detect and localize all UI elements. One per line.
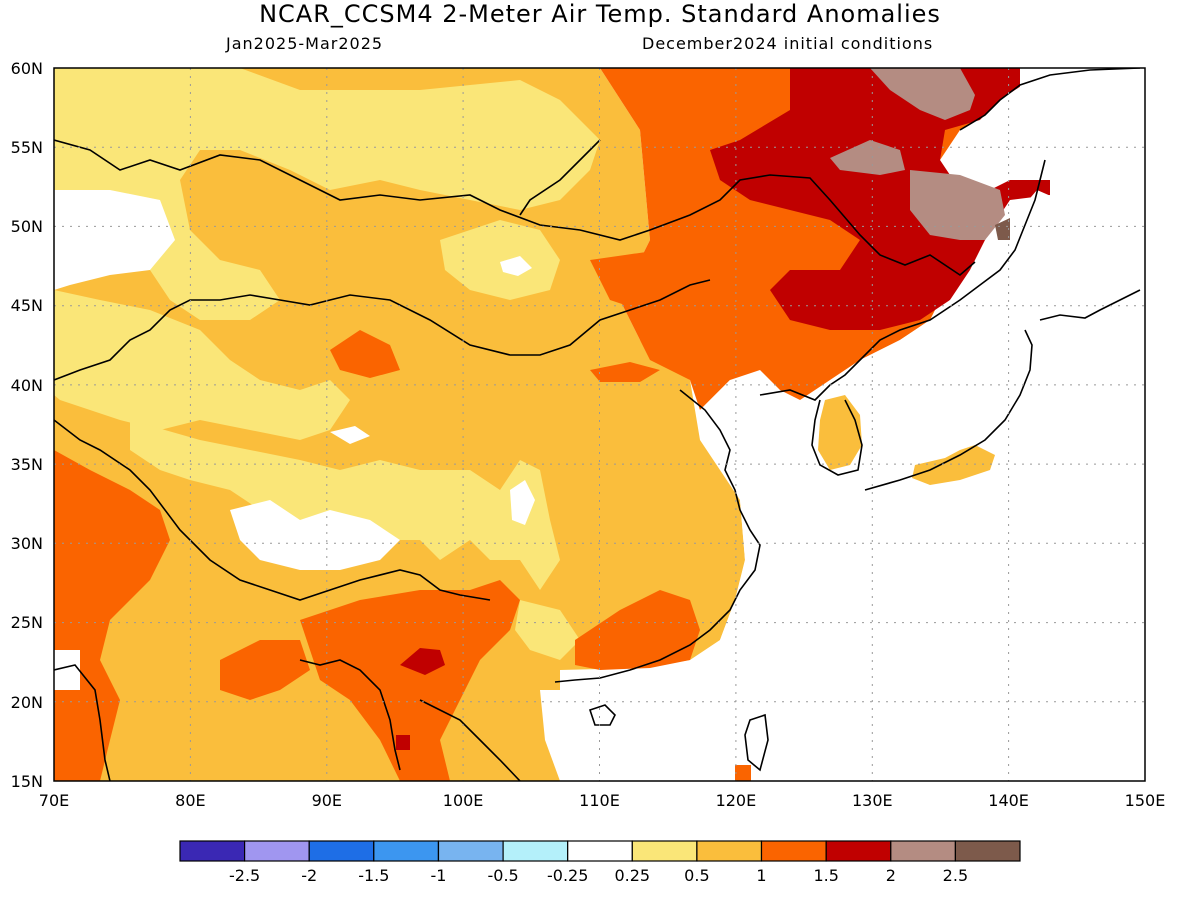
forecast-period: Jan2025-Mar2025 <box>226 34 384 53</box>
anomaly-region-0.25-0.5-tibet <box>130 420 560 590</box>
anomaly-region-2-2.5 <box>870 68 975 120</box>
colorbar-swatch <box>308 840 375 862</box>
anomaly-region-1-1.5-yellow-sea <box>590 362 660 382</box>
lon-tick-label: 90E <box>312 791 342 810</box>
anomaly-region-1-1.5-india <box>54 450 170 781</box>
lat-tick-label: 25N <box>11 613 43 632</box>
anomaly-region-near-zero <box>230 500 400 570</box>
sea-area <box>700 370 810 480</box>
anomaly-region-japan <box>912 445 995 485</box>
colorbar-swatch <box>825 840 892 862</box>
anomaly-region-near-zero <box>510 480 535 525</box>
graticule <box>54 68 1145 781</box>
lat-tick-label: 40N <box>11 376 43 395</box>
colorbar-swatch <box>502 840 569 862</box>
sea-area <box>720 190 1145 781</box>
lat-tick-label: 30N <box>11 534 43 553</box>
lon-tick-label: 110E <box>579 791 620 810</box>
anomaly-region-1.5-2-myanmar <box>396 735 410 750</box>
colorbar-label: -1 <box>431 866 447 885</box>
lon-axis: 70E 80E 90E 100E 110E 120E 130E 140E 150… <box>39 791 1166 810</box>
lat-tick-label: 15N <box>11 772 43 791</box>
anomaly-region-above-2.5 <box>995 218 1010 240</box>
anomaly-region-1-1.5-myanmar <box>300 580 520 781</box>
initial-conditions: December2024 initial conditions <box>642 34 934 53</box>
colorbar-swatch <box>244 840 310 862</box>
colorbar-swatch <box>760 840 827 862</box>
lat-tick-label: 60N <box>11 59 43 78</box>
sea-area <box>970 68 1145 220</box>
colorbar-label: -0.5 <box>487 866 518 885</box>
anomaly-region-1.5-2-india <box>400 648 445 675</box>
anomaly-region-0.5-1 <box>54 68 745 781</box>
lon-tick-label: 140E <box>988 791 1029 810</box>
colorbar-label: -2 <box>301 866 317 885</box>
coastlines <box>54 68 1141 781</box>
colorbar-label: 2.5 <box>943 866 968 885</box>
sea-area <box>540 690 600 781</box>
map-frame <box>53 67 1146 782</box>
lon-tick-label: 70E <box>39 791 69 810</box>
lat-tick-label: 50N <box>11 217 43 236</box>
colorbar-label: -1.5 <box>358 866 389 885</box>
colorbar-swatch <box>373 840 439 862</box>
colorbar-label: -2.5 <box>229 866 260 885</box>
anomaly-region-2-2.5 <box>910 170 1005 240</box>
anomaly-region-0.25-0.5-west <box>54 290 350 440</box>
anomaly-region-0.25-0.5-north <box>54 68 600 320</box>
lon-tick-label: 120E <box>716 791 757 810</box>
lon-tick-label: 150E <box>1125 791 1166 810</box>
lon-tick-label: 130E <box>852 791 893 810</box>
lat-tick-label: 35N <box>11 455 43 474</box>
lon-tick-label: 100E <box>443 791 484 810</box>
anomaly-region-near-zero <box>54 190 175 290</box>
map-title: NCAR_CCSM4 2-Meter Air Temp. Standard An… <box>259 0 941 28</box>
colorbar-label: 1 <box>756 866 766 885</box>
lat-tick-label: 45N <box>11 296 43 315</box>
colorbar-swatch <box>696 840 763 862</box>
anomaly-region-1-1.5-mongolia <box>330 330 400 378</box>
colorbar-swatch <box>890 840 956 862</box>
anomaly-region-near-zero <box>330 426 370 444</box>
sea-area <box>54 650 80 690</box>
anomaly-region-1-1.5-bay <box>220 640 310 700</box>
anomaly-region-1-1.5-taiwan-south <box>735 765 751 781</box>
lat-tick-label: 55N <box>11 138 43 157</box>
anomaly-region-1.5-2-northeast <box>710 68 1050 330</box>
colorbar-swatch <box>567 840 633 862</box>
colorbar-swatch <box>631 840 698 862</box>
colorbar-label: 1.5 <box>813 866 838 885</box>
lat-tick-label: 20N <box>11 693 43 712</box>
anomaly-region-0.25-0.5-south <box>515 600 580 660</box>
colorbar-label: 0.25 <box>614 866 650 885</box>
colorbar-label: -0.25 <box>547 866 588 885</box>
colorbar-swatch <box>437 840 504 862</box>
anomaly-region-1-1.5-south-china <box>575 590 700 670</box>
lat-axis: 15N 20N 25N 30N 35N 40N 45N 50N 55N 60N <box>11 59 43 791</box>
anomaly-field <box>54 68 1145 781</box>
colorbar-swatch <box>179 840 246 862</box>
anomaly-region-0.25-0.5-central <box>440 220 560 300</box>
colorbar: -2.5 -2 -1.5 -1 -0.5 -0.25 0.25 0.5 1 1.… <box>179 840 1021 885</box>
colorbar-label: 0.5 <box>684 866 709 885</box>
anomaly-region-near-zero <box>500 256 532 276</box>
anomaly-region-2-2.5 <box>830 140 905 175</box>
colorbar-swatch <box>954 840 1021 862</box>
colorbar-label: 2 <box>886 866 896 885</box>
lon-tick-label: 80E <box>175 791 205 810</box>
anomaly-region-1-1.5-china <box>590 250 690 310</box>
